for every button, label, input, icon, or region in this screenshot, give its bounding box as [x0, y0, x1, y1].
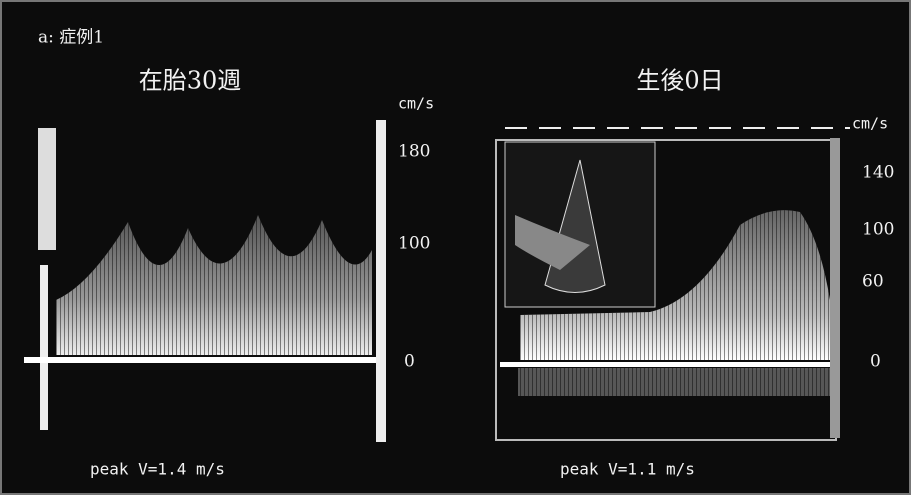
- scale-bar: [38, 128, 56, 250]
- scale-bar: [830, 138, 840, 438]
- figure-label: a: 症例1: [38, 28, 104, 48]
- tick-label: 100: [862, 220, 894, 240]
- unit: cm/s: [852, 115, 888, 133]
- tick-label: 60: [862, 272, 884, 292]
- unit: cm/s: [398, 95, 434, 113]
- tick-label: 180: [398, 142, 430, 162]
- baseline: [24, 357, 386, 363]
- scale-bar: [376, 120, 386, 442]
- tick-label: 0: [404, 352, 415, 372]
- baseline: [500, 362, 840, 367]
- spectrum-texture: [518, 368, 830, 396]
- caption: peak V=1.4 m/s: [90, 460, 225, 479]
- tick-label: 100: [398, 234, 430, 254]
- panel-title: 生後0日: [636, 67, 723, 95]
- tick-label: 140: [862, 163, 894, 183]
- figure: a: 症例1 在胎30週 cm/s 180 100 0 peak V=1.4 m…: [0, 0, 911, 495]
- scale-bar: [40, 265, 48, 430]
- tick-label: 0: [870, 352, 881, 372]
- panel-title: 在胎30週: [139, 67, 242, 95]
- caption: peak V=1.1 m/s: [560, 460, 695, 479]
